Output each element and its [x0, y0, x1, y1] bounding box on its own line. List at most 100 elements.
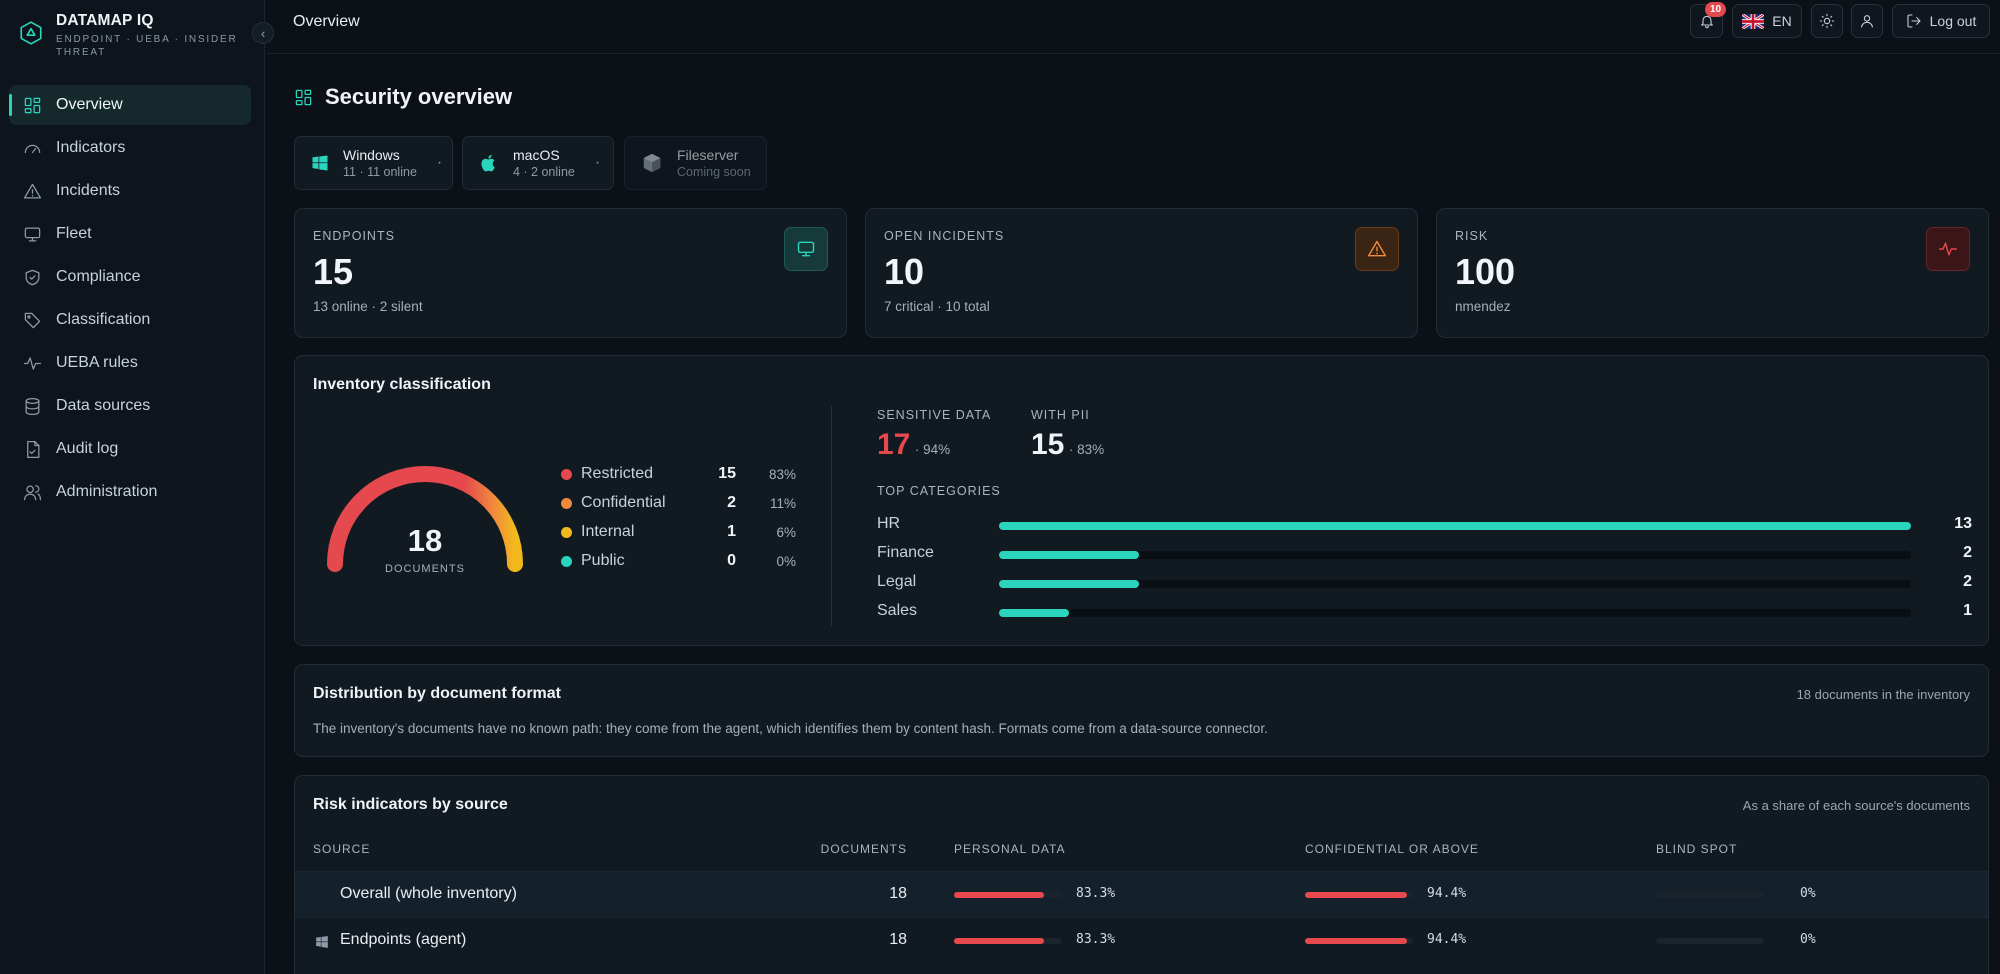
collapse-sidebar-button[interactable]: ‹ — [252, 22, 274, 44]
table-row[interactable]: Endpoints (agent) 18 83.3% 94.4% 0% — [295, 917, 1988, 963]
column-header-documents[interactable]: DOCUMENTS — [820, 842, 907, 856]
file-check-icon — [27, 440, 40, 458]
metric-value: 15 — [1031, 428, 1065, 461]
stat-label: ENDPOINTS — [313, 229, 395, 243]
sidebar-item-label: Incidents — [56, 182, 121, 199]
category-row-hr[interactable]: HR 13 — [877, 515, 1972, 537]
uk-flag-icon — [1742, 13, 1765, 29]
blind-spot-percent: 0% — [1800, 886, 1816, 901]
category-bar-fill — [999, 609, 1070, 617]
category-name: HR — [877, 515, 901, 532]
language-selector[interactable]: EN — [1732, 4, 1802, 38]
bar-fill — [1305, 938, 1407, 944]
legend-dot — [561, 469, 572, 480]
category-row-sales[interactable]: Sales 1 — [877, 602, 1972, 624]
tag-icon — [24, 312, 41, 328]
legend-name: Internal — [581, 523, 635, 540]
bell-icon — [1700, 15, 1713, 29]
document-count: 18 — [889, 885, 907, 902]
legend-count: 15 — [718, 465, 736, 482]
table-row[interactable]: Overall (whole inventory) 18 83.3% 94.4%… — [295, 871, 1988, 917]
app-name: DATAMAP IQ — [56, 12, 154, 29]
sidebar-item-overview[interactable]: Overview — [9, 85, 251, 125]
topbar-title: Overview — [293, 13, 360, 30]
os-indicator: · — [436, 154, 443, 171]
sidebar-item-data-sources[interactable]: Data sources — [9, 386, 251, 426]
blind-spot-bar — [1656, 892, 1764, 898]
user-icon — [1861, 15, 1873, 28]
sidebar-item-administration[interactable]: Administration — [9, 472, 251, 512]
apple-icon — [481, 154, 495, 172]
legend-count: 2 — [727, 494, 736, 511]
stat-label: OPEN INCIDENTS — [884, 229, 1005, 243]
sidebar-item-indicators[interactable]: Indicators — [9, 128, 251, 168]
windows-icon — [312, 155, 328, 171]
legend-row-confidential[interactable]: Confidential 2 11% — [561, 494, 801, 514]
gauge-arc — [327, 466, 523, 572]
language-label: EN — [1772, 13, 1792, 29]
column-header-confidential[interactable]: CONFIDENTIAL OR ABOVE — [1305, 842, 1479, 856]
confidential-bar — [1305, 892, 1413, 898]
os-status: 4 · 2 online — [513, 165, 575, 179]
column-header-personal-data[interactable]: PERSONAL DATA — [954, 842, 1066, 856]
stat-card-risk[interactable]: RISK 100 nmendez — [1436, 208, 1989, 338]
pulse-icon — [23, 356, 42, 370]
bar-fill — [954, 892, 1044, 898]
os-status: 11 · 11 online — [343, 165, 417, 179]
brand[interactable]: DATAMAP IQ ENDPOINT · UEBA · INSIDER THR… — [18, 12, 246, 59]
sidebar-item-fleet[interactable]: Fleet — [9, 214, 251, 254]
category-row-legal[interactable]: Legal 2 — [877, 573, 1972, 595]
sidebar-item-incidents[interactable]: Incidents — [9, 171, 251, 211]
legend-percent: 6% — [776, 525, 796, 540]
metric-value: 17 — [877, 428, 911, 461]
warning-icon — [1367, 240, 1387, 257]
top-categories-label: TOP CATEGORIES — [877, 484, 1001, 498]
sidebar-item-ueba-rules[interactable]: UEBA rules — [9, 343, 251, 383]
legend-count: 1 — [727, 523, 736, 540]
sidebar: DATAMAP IQ ENDPOINT · UEBA · INSIDER THR… — [0, 0, 274, 974]
category-bar-track — [999, 609, 1911, 617]
profile-button[interactable] — [1851, 4, 1883, 38]
category-count: 13 — [1954, 515, 1972, 532]
stat-subtext: 7 critical · 10 total — [884, 299, 990, 314]
confidential-bar — [1305, 938, 1413, 944]
category-count: 1 — [1963, 602, 1972, 619]
column-header-source[interactable]: SOURCE — [313, 842, 371, 856]
stat-icon-box — [784, 227, 828, 271]
legend-dot — [561, 498, 572, 509]
gauge-total-label: DOCUMENTS — [385, 563, 465, 575]
stat-card-endpoints[interactable]: ENDPOINTS 15 13 online · 2 silent — [294, 208, 847, 338]
theme-toggle-button[interactable] — [1811, 4, 1843, 38]
source-name: Overall (whole inventory) — [340, 885, 517, 902]
legend-row-internal[interactable]: Internal 1 6% — [561, 523, 801, 543]
os-name: macOS — [513, 147, 560, 163]
os-card-windows[interactable]: Windows 11 · 11 online · — [294, 136, 453, 190]
sidebar-item-classification[interactable]: Classification — [9, 300, 251, 340]
stat-card-open-incidents[interactable]: OPEN INCIDENTS 10 7 critical · 10 total — [865, 208, 1418, 338]
category-row-finance[interactable]: Finance 2 — [877, 544, 1972, 566]
legend-name: Confidential — [581, 494, 666, 511]
legend-dot — [561, 556, 572, 567]
stat-subtext: nmendez — [1455, 299, 1511, 314]
notifications-button[interactable]: 10 — [1690, 2, 1727, 38]
pii-metric: WITH PII 15 · 83% — [1031, 408, 1104, 462]
sidebar-item-audit-log[interactable]: Audit log — [9, 429, 251, 469]
classification-gauge: 18 DOCUMENTS — [327, 466, 523, 575]
logout-icon — [1907, 14, 1921, 28]
column-header-blind-spot[interactable]: BLIND SPOT — [1656, 842, 1738, 856]
panel-title: Risk indicators by source — [313, 796, 508, 813]
windows-icon — [316, 936, 328, 948]
legend-row-public[interactable]: Public 0 0% — [561, 552, 801, 572]
logout-button[interactable]: Log out — [1892, 4, 1990, 38]
grid-icon — [24, 97, 41, 113]
os-card-macos[interactable]: macOS 4 · 2 online · — [462, 136, 614, 190]
legend-name: Restricted — [581, 465, 654, 482]
legend-row-restricted[interactable]: Restricted 15 83% — [561, 465, 801, 485]
shield-check-icon — [25, 269, 40, 285]
sidebar-item-label: Indicators — [56, 139, 126, 156]
panel-note: 18 documents in the inventory — [1796, 687, 1970, 702]
sidebar-item-label: Audit log — [56, 440, 119, 457]
sidebar-item-label: Administration — [56, 483, 158, 500]
sidebar-item-compliance[interactable]: Compliance — [9, 257, 251, 297]
os-name: Windows — [343, 147, 400, 163]
